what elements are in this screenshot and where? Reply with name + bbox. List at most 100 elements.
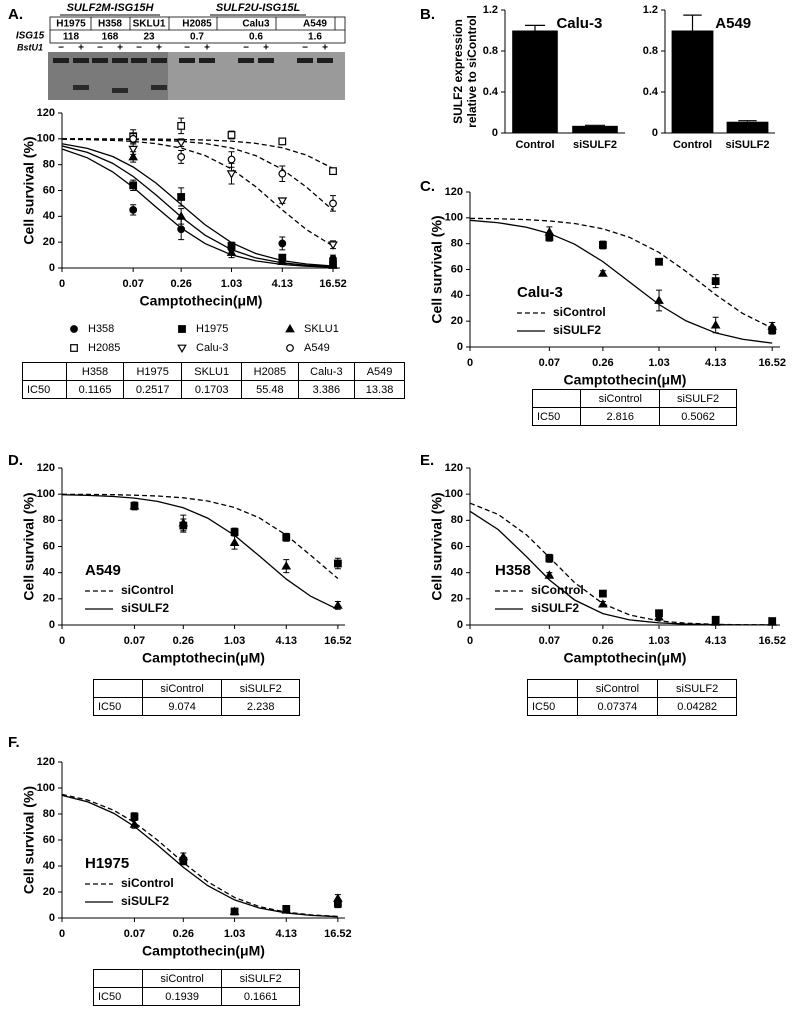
y-tick-label: 80 [43, 159, 55, 171]
x-tick-label: 4.13 [272, 278, 293, 290]
legend-marker [177, 344, 187, 353]
gel-lane-label: Calu3 [242, 19, 270, 30]
gel-band [92, 58, 108, 63]
legend-label: siControl [121, 876, 174, 890]
legend-label: siControl [121, 583, 174, 597]
y-tick-label: 0 [49, 912, 55, 924]
gel-row-label: BstU1 [17, 42, 43, 52]
gel-band [297, 58, 313, 63]
data-point [230, 528, 239, 537]
data-point [229, 537, 240, 546]
x-tick-label: 1.03 [224, 928, 245, 940]
gel-isg15-value: 168 [102, 32, 119, 43]
table-header: siControl [576, 679, 659, 698]
y-tick-label: 40 [451, 289, 463, 301]
gel-band [317, 58, 333, 63]
legend-label: H358 [88, 323, 114, 335]
y-tick-label: 60 [43, 834, 55, 846]
y-tick-label: 0.8 [483, 45, 498, 57]
data-point [227, 131, 236, 139]
data-point [545, 554, 554, 563]
data-point [328, 241, 338, 250]
panel-label: B. [420, 6, 435, 23]
data-point [129, 819, 140, 828]
y-tick-label: 80 [451, 514, 463, 526]
y-tick-label: 100 [445, 488, 463, 500]
data-point [767, 321, 778, 330]
x-tick-label: 0.26 [173, 635, 194, 647]
y-tick-label: 0 [652, 127, 658, 139]
fit-curve [469, 217, 773, 329]
data-point [229, 906, 240, 915]
table-header: siSULF2 [221, 969, 300, 988]
gel-band [258, 58, 274, 63]
data-point [177, 225, 186, 234]
y-tick-label: 20 [451, 593, 463, 605]
x-tick-label: 0.07 [539, 357, 560, 369]
table-header: siSULF2 [657, 679, 737, 698]
y-tick-label: 1.2 [643, 4, 658, 16]
x-tick-label: 4.13 [705, 357, 726, 369]
y-axis-label: Cell survival (%) [429, 215, 445, 323]
x-tick-label: 0 [467, 635, 473, 647]
legend-marker [70, 325, 78, 333]
table-header: A549 [354, 362, 405, 381]
y-tick-label: 80 [43, 514, 55, 526]
y-axis-label: Cell survival (%) [21, 136, 37, 244]
x-tick-label: 0.26 [592, 635, 613, 647]
data-point [281, 561, 292, 570]
gel-enzyme-label: − [97, 43, 103, 54]
table-header: H2085 [241, 362, 299, 381]
y-tick-label: 0 [49, 262, 55, 274]
data-point [178, 851, 189, 861]
x-tick-label: siSULF2 [725, 139, 769, 151]
row-label: IC50 [22, 380, 67, 399]
fit-curve [61, 494, 339, 611]
y-tick-label: 120 [445, 462, 463, 474]
y-axis-label: Cell survival (%) [429, 492, 445, 600]
gel: SULF2M-ISG15H SULF2U-ISG15L ISG15 BstU1 … [16, 2, 346, 100]
fit-curve [61, 143, 334, 267]
fit-curve [469, 219, 773, 344]
table-cell: 9.074 [141, 697, 223, 716]
data-point [598, 599, 608, 608]
chart-title: A549 [715, 15, 751, 32]
y-tick-label: 100 [37, 133, 55, 145]
gel-lane-label: H2085 [182, 19, 212, 30]
x-tick-label: 0.07 [124, 928, 145, 940]
x-tick-label: 0.26 [592, 357, 613, 369]
gel-band [73, 85, 89, 90]
gel-band [179, 58, 195, 63]
data-point [598, 241, 607, 249]
data-point [178, 517, 189, 527]
x-tick-label: 16.52 [324, 635, 352, 647]
ic50-table: siControl siSULF2 IC50 0.1939 0.1661 [93, 969, 300, 1006]
gel-isg15-value: 0.7 [190, 32, 204, 43]
x-tick-label: 16.52 [758, 635, 786, 647]
gel-band [73, 58, 89, 63]
table-header: Calu-3 [297, 362, 356, 381]
fit-curve [62, 138, 334, 211]
data-point [329, 167, 337, 176]
y-tick-label: 0.4 [643, 86, 659, 98]
y-tick-label: 0 [457, 341, 463, 353]
y-tick-label: 40 [43, 210, 55, 222]
table-header: siControl [141, 679, 223, 698]
gel-band [238, 58, 254, 63]
legend-label: siControl [531, 583, 584, 597]
panel-label: F. [8, 734, 20, 751]
gel-enzyme-label: − [243, 43, 249, 54]
data-point [282, 533, 291, 542]
y-tick-label: 0 [457, 619, 463, 631]
table-cell: 0.1661 [221, 987, 300, 1006]
data-point [226, 170, 237, 179]
x-tick-label: 1.03 [221, 278, 242, 290]
fit-curve [61, 145, 334, 268]
gel-band [131, 58, 147, 63]
table-cell [93, 679, 143, 698]
data-point [655, 257, 663, 266]
gel-enzyme-label: − [58, 43, 64, 54]
table-header: H358 [65, 362, 125, 381]
bar [572, 125, 618, 133]
